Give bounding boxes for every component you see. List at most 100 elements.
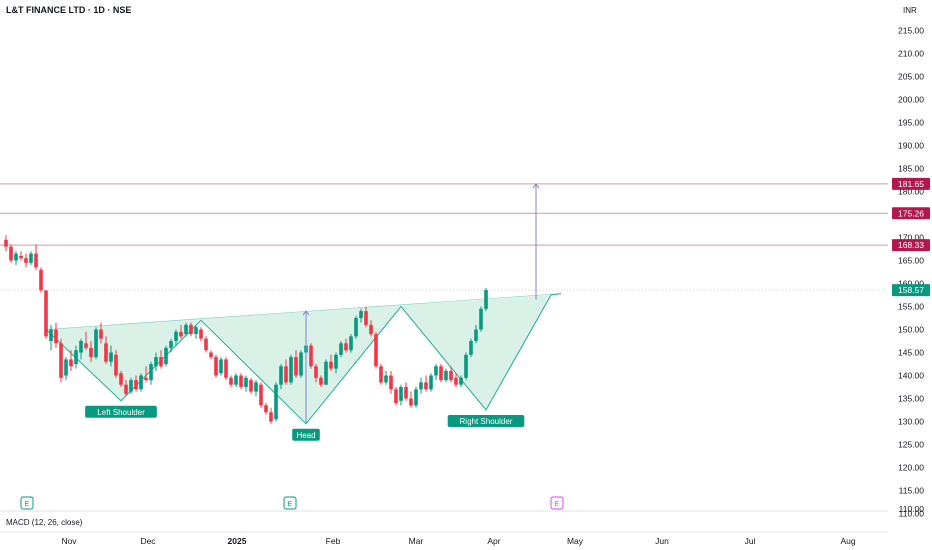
candle-body: [364, 311, 368, 325]
candle: [234, 373, 238, 387]
candle-body: [124, 384, 128, 394]
candle-body: [264, 405, 268, 413]
candle-body: [4, 239, 8, 247]
candle: [4, 235, 8, 252]
candle-body: [464, 354, 468, 378]
candle-body: [419, 382, 423, 390]
candle: [374, 331, 378, 369]
candle-body: [54, 329, 58, 344]
badge-box: [892, 284, 930, 297]
candle-body: [69, 359, 73, 367]
candle: [259, 382, 263, 408]
y-tick-label: 190.00: [898, 141, 924, 151]
y-tick-label: 205.00: [898, 72, 924, 82]
label-text: Head: [296, 431, 315, 440]
y-tick-label: 160.00: [898, 279, 924, 289]
candle-body: [214, 357, 218, 376]
x-tick-label: Jun: [655, 536, 669, 546]
candle: [154, 352, 158, 371]
chart-title: L&T FINANCE LTD · 1D · NSE: [6, 5, 132, 15]
candle: [399, 384, 403, 406]
candle: [89, 341, 93, 362]
x-tick-label: Jul: [745, 536, 756, 546]
candle-body: [164, 347, 168, 364]
x-tick-label: Aug: [840, 536, 855, 546]
candle: [354, 315, 358, 339]
candle-body: [329, 361, 333, 369]
candle-body: [379, 366, 383, 383]
candle-body: [449, 370, 453, 381]
candle-body: [154, 357, 158, 367]
candle: [34, 244, 38, 270]
price-axis[interactable]: 110.00 115.00 120.00 125.00 130.00 135.00 140.…: [892, 26, 930, 519]
candle-body: [394, 389, 398, 404]
time-axis[interactable]: Nov Dec 2025 Feb Mar Apr May Jun Jul Aug: [61, 536, 855, 546]
earnings-event-marker: E: [283, 496, 297, 510]
head-projection-arrow: [302, 310, 310, 424]
candle: [179, 324, 183, 339]
candle-body: [309, 345, 313, 367]
candle-body: [184, 324, 188, 335]
candle-body: [254, 382, 258, 392]
y-tick-label: 140.00: [898, 371, 924, 381]
candle-body: [174, 331, 178, 341]
candle: [324, 359, 328, 385]
candle-body: [34, 253, 38, 268]
candle-body: [324, 361, 328, 385]
candle-body: [284, 366, 288, 383]
candle-body: [279, 366, 283, 385]
candle: [384, 370, 388, 385]
candle-body: [294, 357, 298, 376]
candle-body: [74, 350, 78, 364]
pattern-labels: Left Shoulder Head Right Shoulder: [85, 405, 525, 441]
candle-body: [409, 398, 413, 406]
candle: [229, 375, 233, 387]
candle: [204, 336, 208, 353]
candle-body: [149, 364, 153, 381]
candle-body: [24, 258, 28, 263]
right-shoulder-label: Right Shoulder: [447, 415, 525, 427]
candle: [224, 357, 228, 381]
candle-body: [404, 387, 408, 399]
candle: [284, 359, 288, 385]
candle: [299, 350, 303, 378]
candle-body: [434, 366, 438, 376]
candle: [94, 327, 98, 360]
candle-body: [369, 324, 373, 335]
candle: [454, 373, 458, 387]
candle: [189, 322, 193, 337]
y-tick-label: 170.00: [898, 233, 924, 243]
candle: [44, 290, 48, 339]
candle-body: [249, 380, 253, 392]
candle: [469, 338, 473, 358]
macd-indicator-label[interactable]: MACD (12, 26, close): [6, 518, 83, 527]
candlestick-series: [4, 235, 488, 424]
price-level-badge-2: 168.33: [892, 239, 930, 252]
candle: [174, 329, 178, 346]
candle: [439, 364, 443, 383]
price-level-badge-1: 175.26: [892, 207, 930, 220]
candle: [164, 345, 168, 367]
candle-body: [109, 352, 113, 362]
badge-text: 181.65: [898, 179, 924, 189]
candle: [419, 377, 423, 394]
candle: [79, 338, 83, 360]
candle: [129, 377, 133, 394]
x-tick-label: Dec: [140, 536, 156, 546]
event-box: [20, 496, 34, 510]
candle-body: [204, 338, 208, 351]
event-text: E: [25, 501, 30, 508]
candle-body: [94, 329, 98, 358]
y-tick-label: 145.00: [898, 348, 924, 358]
candle: [239, 373, 243, 390]
candle: [364, 306, 368, 328]
head-label: Head: [292, 428, 320, 441]
candle-body: [484, 290, 488, 309]
candle-body: [9, 246, 13, 261]
candle: [464, 352, 468, 381]
candle: [29, 251, 33, 266]
y-tick-label: 155.00: [898, 302, 924, 312]
candle-body: [224, 359, 228, 378]
candle-body: [479, 308, 483, 330]
